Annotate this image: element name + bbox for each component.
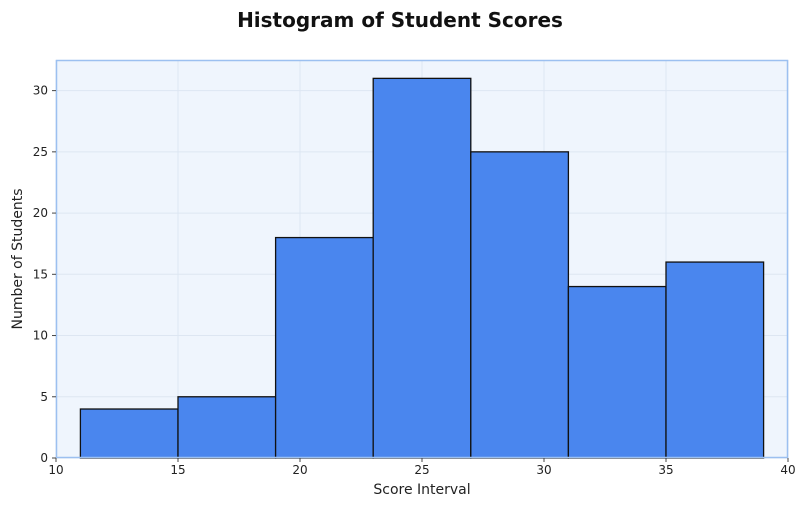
histogram-bar-35-39 <box>665 261 765 459</box>
y-tick-label: 20 <box>33 206 48 220</box>
x-tick-label: 15 <box>170 463 185 477</box>
y-tick-label: 15 <box>33 267 48 281</box>
y-axis-label: Number of Students <box>10 188 26 329</box>
chart-title: Histogram of Student Scores <box>237 8 563 32</box>
histogram-bar-19-23 <box>274 236 374 459</box>
y-tick-label: 10 <box>33 329 48 343</box>
x-axis-label: Score Interval <box>373 482 470 498</box>
y-tick-label: 0 <box>40 451 48 465</box>
plot-border <box>55 59 789 459</box>
y-tick-label: 5 <box>40 390 48 404</box>
y-tick-label: 25 <box>33 145 48 159</box>
x-tick-label: 40 <box>780 463 795 477</box>
y-tick-label: 30 <box>33 84 48 98</box>
tick-labels: 10 15 20 25 30 35 40 0 5 10 15 20 25 30 <box>33 84 796 477</box>
histogram-bar-23-27 <box>372 77 472 459</box>
x-tick-label: 35 <box>658 463 673 477</box>
x-tick-label: 30 <box>536 463 551 477</box>
histogram-bar-31-35 <box>567 285 667 459</box>
histogram-bar-11-15 <box>79 408 179 459</box>
x-tick-label: 20 <box>292 463 307 477</box>
x-tick-label: 25 <box>414 463 429 477</box>
bars <box>79 77 765 459</box>
x-tick-label: 10 <box>48 463 63 477</box>
histogram-bar-27-31 <box>470 151 570 459</box>
histogram-bar-15-19 <box>177 396 277 459</box>
